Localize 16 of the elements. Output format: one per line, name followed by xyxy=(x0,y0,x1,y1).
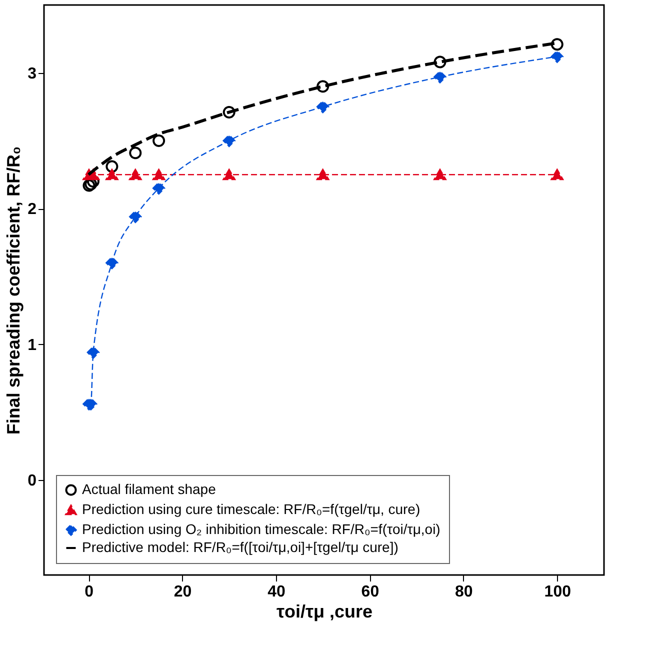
y-tick-label: 1 xyxy=(28,336,37,354)
legend-label: Prediction using cure timescale: RF/R₀=f(τgel/τμ, cure) xyxy=(82,501,420,517)
legend-label: Prediction using O₂ inhibition timescale: RF/R₀=f(τoi/τμ,oi) xyxy=(82,521,440,537)
x-axis-title: τoi/τμ ,cure xyxy=(276,602,373,622)
x-tick-label: 80 xyxy=(455,584,473,600)
y-tick-label: 3 xyxy=(28,65,37,82)
x-tick-label: 0 xyxy=(84,584,94,600)
x-tick-label: 40 xyxy=(268,584,286,600)
legend-label: Predictive model: RF/R₀=f([τoi/τμ,oi]+[τgel/τμ cure]) xyxy=(82,539,398,555)
x-tick-label: 100 xyxy=(544,584,572,600)
x-tick-label: 60 xyxy=(361,584,380,600)
legend-label: Actual filament shape xyxy=(82,481,216,497)
y-axis-title: Final spreading coefficient, RF/R₀ xyxy=(4,146,24,435)
y-tick-label: 2 xyxy=(28,201,37,218)
y-tick-label: 0 xyxy=(28,472,37,490)
x-tick-label: 20 xyxy=(174,584,192,600)
